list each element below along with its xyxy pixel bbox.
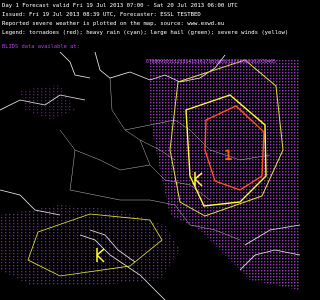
level-1-area <box>185 94 267 207</box>
lightning-hours: 0708091011121314151617181920212223000102… <box>146 59 276 65</box>
wind-symbol <box>194 172 203 187</box>
lightning-area <box>0 205 180 285</box>
header-line: Day 1 Forecast valid Fri 19 Jul 2013 07:… <box>2 3 238 9</box>
header-line: Reported severe weather is plotted on th… <box>2 21 224 27</box>
lightning-area <box>150 60 300 290</box>
map: Day 1 Forecast valid Fri 19 Jul 2013 07:… <box>0 3 300 300</box>
borders <box>59 77 271 241</box>
header-line: Issued: Fri 19 Jul 2013 08:39 UTC, Forec… <box>2 12 201 18</box>
lightning-source: BLIDS data available at: <box>2 44 80 50</box>
lightning-area <box>20 85 75 120</box>
coastlines <box>0 51 300 300</box>
level-label: 1 <box>224 148 232 164</box>
level-0-area <box>169 59 284 217</box>
forecast-map-page: Day 1 Forecast valid Fri 19 Jul 2013 07:… <box>0 3 300 300</box>
level-2-area <box>204 105 265 191</box>
level-0-area <box>27 213 163 277</box>
header-line: Legend: tornadoes (red); heavy rain (cya… <box>2 30 288 36</box>
wind-symbol <box>96 248 105 263</box>
